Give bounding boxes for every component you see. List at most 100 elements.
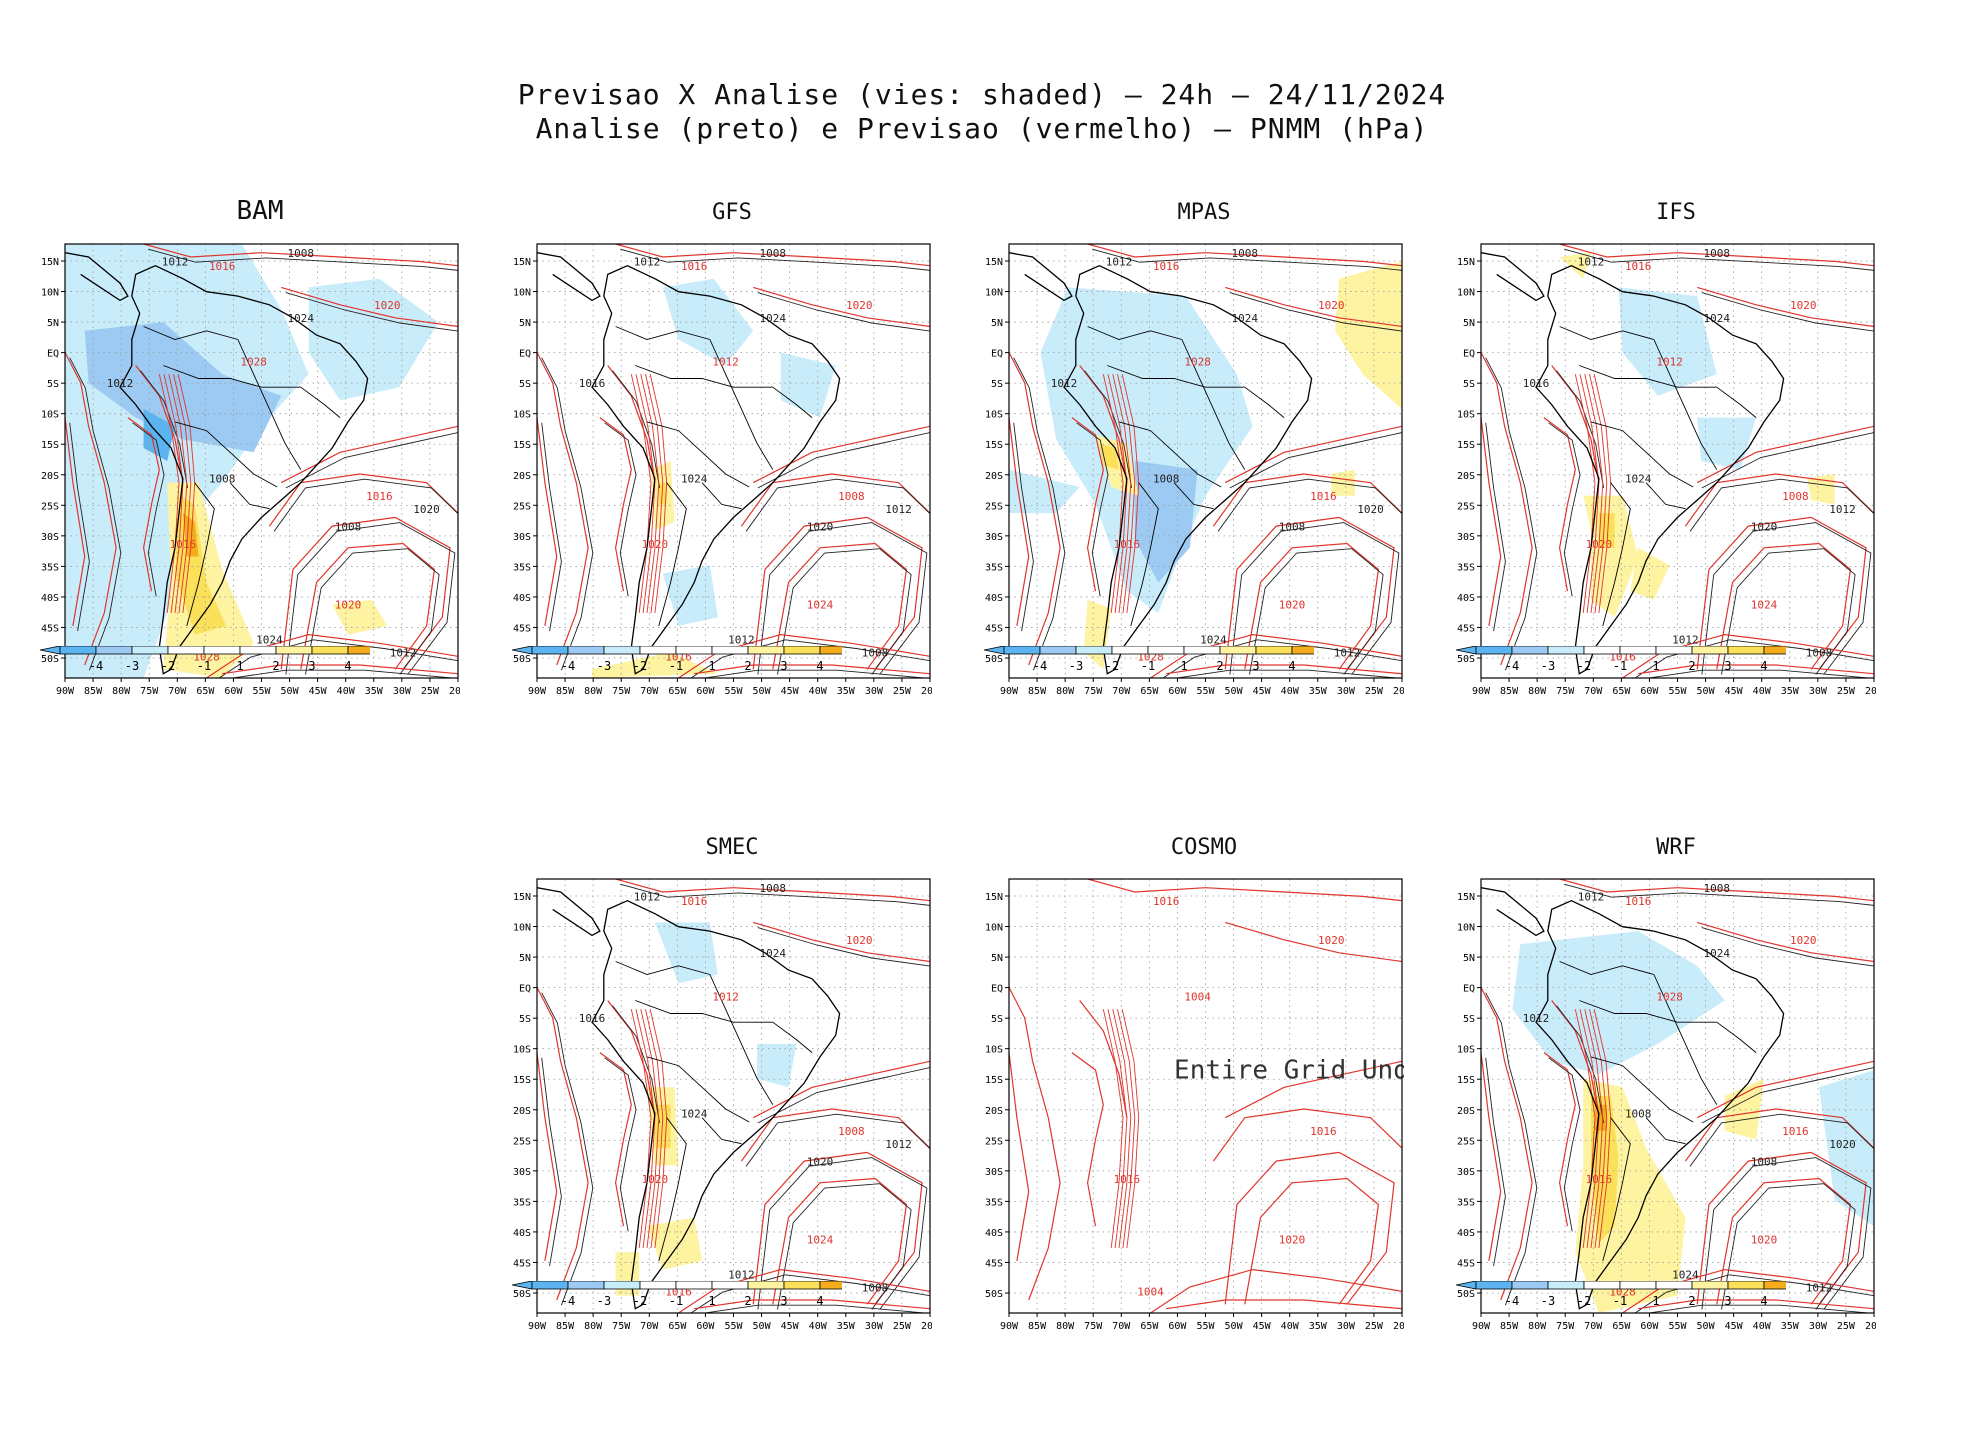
lon-tick-label: 50W bbox=[1697, 686, 1716, 697]
lon-tick-label: 70W bbox=[640, 686, 659, 697]
lon-tick-label: 90W bbox=[1472, 686, 1491, 697]
lon-tick-label: 50W bbox=[753, 686, 772, 697]
panel-bam: BAM 1012 1016 1008 1020 1024 1028 1012 1016 1008 1… bbox=[25, 196, 460, 697]
analysis-isobar bbox=[701, 1304, 930, 1313]
colorbar-bin bbox=[819, 646, 842, 655]
forecast-isobar bbox=[268, 473, 458, 527]
colorbar-tick-label: -1 bbox=[669, 1294, 683, 1308]
lon-tick-label: 75W bbox=[140, 686, 159, 697]
lat-tick-label: 15N bbox=[985, 892, 1003, 903]
analysis-isobar bbox=[273, 478, 458, 532]
forecast-isobar bbox=[65, 352, 117, 666]
contour-label: 1008 bbox=[288, 247, 315, 260]
forecast-isobar bbox=[1079, 365, 1128, 483]
colorbar-tick-label: 3 bbox=[780, 659, 787, 673]
colorbar-bin bbox=[603, 1281, 641, 1290]
colorbar-tick-label: -1 bbox=[669, 659, 683, 673]
lat-tick-label: 30S bbox=[985, 532, 1003, 543]
lon-tick-label: 25W bbox=[421, 686, 440, 697]
lon-tick-label: 55W bbox=[724, 1321, 743, 1332]
lon-tick-label: 70W bbox=[1112, 1321, 1131, 1332]
lon-tick-label: 35W bbox=[837, 686, 856, 697]
lon-tick-label: 45W bbox=[1253, 686, 1272, 697]
anomaly-shading bbox=[757, 1043, 797, 1088]
analysis-isobar bbox=[1721, 548, 1856, 675]
lon-tick-label: 60W bbox=[224, 686, 243, 697]
lon-tick-label: 65W bbox=[668, 1321, 687, 1332]
lat-tick-label: 50S bbox=[1457, 654, 1475, 665]
lat-tick-label: 40S bbox=[513, 593, 531, 604]
contour-label: 1020 bbox=[846, 934, 873, 947]
forecast-isobar bbox=[1543, 417, 1576, 592]
country-border bbox=[658, 1117, 687, 1262]
forecast-isobar bbox=[158, 374, 180, 613]
contour-label: 1012 bbox=[1829, 503, 1856, 516]
colorbar-bin bbox=[1111, 646, 1149, 655]
anomaly-shading bbox=[1583, 495, 1639, 618]
analysis-isobar bbox=[1701, 927, 1874, 967]
contour-label: 1012 bbox=[107, 377, 133, 390]
contour-label: 1020 bbox=[1586, 538, 1613, 551]
country-border bbox=[1716, 386, 1757, 418]
forecast-isobar bbox=[1551, 365, 1600, 483]
forecast-isobar bbox=[678, 1268, 930, 1313]
forecast-isobar bbox=[1481, 417, 1502, 627]
country-border bbox=[1559, 326, 1655, 340]
analysis-isobar bbox=[541, 1057, 562, 1267]
lon-tick-label: 25W bbox=[1365, 1321, 1384, 1332]
country-border bbox=[1181, 339, 1246, 470]
analysis-isobar bbox=[1229, 292, 1402, 332]
contour-label: 1008 bbox=[760, 882, 787, 895]
lat-tick-label: 20S bbox=[985, 1106, 1003, 1117]
colorbar-bin bbox=[167, 646, 205, 655]
lat-tick-label: 30S bbox=[985, 1167, 1003, 1178]
colorbar-bin bbox=[95, 646, 133, 655]
map-content: 1012 1016 1008 1020 1024 1012 1016 1008 1020 1024… bbox=[537, 244, 930, 678]
forecast-isobar bbox=[206, 633, 458, 678]
forecast-isobar bbox=[1589, 374, 1608, 613]
colorbar-bin bbox=[1291, 646, 1314, 655]
forecast-isobar bbox=[599, 417, 632, 592]
contour-label: 1024 bbox=[1200, 633, 1227, 646]
forecast-isobar bbox=[1481, 1052, 1502, 1262]
analysis-isobar bbox=[1162, 639, 1402, 678]
colorbar-bin bbox=[1763, 646, 1786, 655]
lon-tick-label: 20W bbox=[1393, 1321, 1404, 1332]
lon-tick-label: 80W bbox=[112, 686, 131, 697]
country-border bbox=[772, 1021, 813, 1053]
colorbar-left-arrow bbox=[1456, 1281, 1477, 1290]
lon-tick-label: 75W bbox=[1084, 686, 1103, 697]
forecast-isobar bbox=[752, 1151, 923, 1305]
anomaly-shading bbox=[1819, 1070, 1874, 1227]
analysis-isobar bbox=[285, 522, 456, 675]
contour-label: 1024 bbox=[760, 947, 787, 960]
colorbar-bin bbox=[1583, 1281, 1621, 1290]
analysis-isobar bbox=[1076, 422, 1109, 597]
contour-label: 1016 bbox=[1153, 260, 1180, 273]
colorbar-tick-label: -2 bbox=[1105, 659, 1119, 673]
contour-label: 1020 bbox=[1318, 934, 1345, 947]
colorbar-bin bbox=[531, 646, 569, 655]
figure-title: Previsao X Analise (vies: shaded) — 24h … bbox=[517, 78, 1447, 111]
contour-label: 1024 bbox=[681, 473, 708, 486]
contour-label: 1028 bbox=[240, 356, 267, 369]
lon-tick-label: 55W bbox=[252, 686, 271, 697]
colorbar-bin bbox=[675, 646, 713, 655]
contour-label: 1020 bbox=[642, 1173, 669, 1186]
colorbar-tick-label: 1 bbox=[1652, 659, 1659, 673]
lon-tick-label: 70W bbox=[168, 686, 187, 697]
colorbar-tick-label: -4 bbox=[89, 659, 103, 673]
lon-tick-label: 90W bbox=[1000, 686, 1019, 697]
colorbar-tick-label: 3 bbox=[1252, 659, 1259, 673]
lon-tick-label: 80W bbox=[1528, 1321, 1547, 1332]
contour-label: 1012 bbox=[1672, 633, 1699, 646]
analysis-isobar bbox=[1556, 370, 1605, 488]
lon-tick-label: 75W bbox=[1084, 1321, 1103, 1332]
forecast-isobar bbox=[135, 365, 184, 483]
contour-label: 1012 bbox=[728, 633, 755, 646]
forecast-isobar bbox=[607, 365, 656, 483]
analysis-isobar bbox=[1548, 1057, 1581, 1232]
forecast-isobar bbox=[1009, 1052, 1030, 1262]
colorbar-bin bbox=[819, 1281, 842, 1290]
anomaly-shading bbox=[658, 482, 667, 505]
